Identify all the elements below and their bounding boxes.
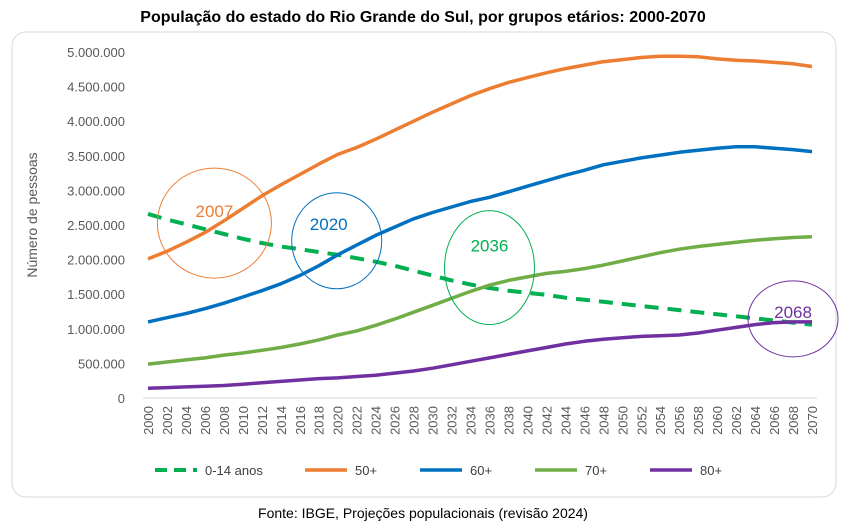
legend-label: 60+ — [470, 463, 492, 478]
annotation-circle — [747, 280, 839, 358]
x-tick-label: 2024 — [369, 406, 384, 435]
x-tick-label: 2034 — [464, 406, 479, 435]
y-tick-label: 4.000.000 — [67, 114, 125, 129]
x-tick-label: 2036 — [482, 406, 497, 435]
y-tick-label: 5.000.000 — [67, 45, 125, 60]
y-tick-label: 500.000 — [78, 356, 125, 371]
legend-label: 80+ — [700, 463, 722, 478]
x-tick-label: 2058 — [691, 406, 706, 435]
x-tick-label: 2000 — [141, 406, 156, 435]
x-tick-label: 2006 — [198, 406, 213, 435]
y-tick-label: 3.500.000 — [67, 149, 125, 164]
chart-title: População do estado do Rio Grande do Sul… — [140, 9, 706, 26]
x-tick-label: 2008 — [217, 406, 232, 435]
x-tick-label: 2050 — [615, 406, 630, 435]
x-tick-label: 2004 — [179, 406, 194, 435]
series-line-70- — [147, 235, 813, 366]
x-tick-label: 2020 — [331, 406, 346, 435]
y-tick-label: 1.000.000 — [67, 322, 125, 337]
x-tick-label: 2030 — [426, 406, 441, 435]
legend-item: 70+ — [535, 463, 607, 478]
x-tick-label: 2028 — [407, 406, 422, 435]
series-line-0-14-anos — [147, 211, 813, 327]
legend-label: 50+ — [355, 463, 377, 478]
annotation-circle — [291, 192, 383, 290]
series-line-60- — [147, 145, 813, 324]
annotation-circle — [443, 210, 535, 326]
x-tick-label: 2012 — [255, 406, 270, 435]
chart-area-border — [11, 31, 837, 498]
legend-item: 80+ — [650, 463, 722, 478]
x-tick-label: 2018 — [312, 406, 327, 435]
x-tick-label: 2022 — [350, 406, 365, 435]
annotation-label: 2036 — [471, 237, 509, 256]
annotation-label: 2020 — [310, 215, 348, 234]
y-tick-label: 4.500.000 — [67, 80, 125, 95]
x-tick-label: 2010 — [236, 406, 251, 435]
legend-item: 60+ — [420, 463, 492, 478]
x-tick-label: 2070 — [805, 406, 820, 435]
x-tick-label: 2032 — [445, 406, 460, 435]
x-tick-label: 2038 — [501, 406, 516, 435]
series-line-50- — [147, 54, 813, 261]
x-tick-label: 2014 — [274, 406, 289, 435]
x-tick-label: 2046 — [577, 406, 592, 435]
legend-item: 0-14 anos — [155, 463, 263, 478]
y-tick-label: 1.500.000 — [67, 287, 125, 302]
x-tick-label: 2002 — [160, 406, 175, 435]
y-tick-label: 3.000.000 — [67, 183, 125, 198]
y-axis-title: Número de pessoas — [24, 152, 40, 277]
x-tick-label: 2040 — [520, 406, 535, 435]
source-note: Fonte: IBGE, Projeções populacionais (re… — [258, 505, 588, 521]
x-tick-label: 2054 — [653, 406, 668, 435]
x-tick-label: 2026 — [388, 406, 403, 435]
y-tick-label: 0 — [118, 391, 125, 406]
x-tick-label: 2064 — [748, 406, 763, 435]
x-tick-label: 2068 — [786, 406, 801, 435]
x-tick-label: 2052 — [634, 406, 649, 435]
annotation-circle — [156, 167, 272, 279]
x-tick-label: 2060 — [710, 406, 725, 435]
annotation-label: 2007 — [195, 202, 233, 221]
y-tick-label: 2.000.000 — [67, 253, 125, 268]
legend-item: 50+ — [305, 463, 377, 478]
legend-label: 0-14 anos — [205, 463, 263, 478]
x-tick-label: 2044 — [558, 406, 573, 435]
y-tick-label: 2.500.000 — [67, 218, 125, 233]
x-tick-label: 2048 — [596, 406, 611, 435]
x-tick-label: 2066 — [767, 406, 782, 435]
x-tick-label: 2056 — [672, 406, 687, 435]
x-tick-label: 2062 — [729, 406, 744, 435]
series-line-80- — [147, 320, 812, 391]
x-tick-label: 2042 — [539, 406, 554, 435]
annotation-label: 2068 — [774, 303, 812, 322]
legend-label: 70+ — [585, 463, 607, 478]
x-tick-label: 2016 — [293, 406, 308, 435]
